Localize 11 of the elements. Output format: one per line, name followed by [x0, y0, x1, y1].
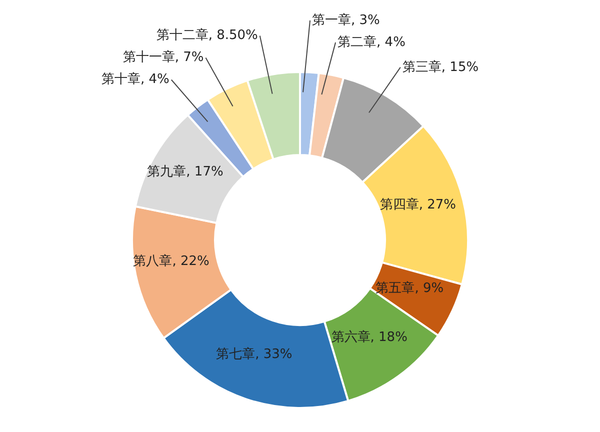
slice-label: 第四章, 27%	[380, 198, 456, 213]
slice-label: 第三章, 15%	[402, 60, 479, 75]
slice-label: 第九章, 17%	[147, 164, 224, 180]
slice-label: 第七章, 33%	[216, 347, 292, 362]
slice-label: 第五章, 9%	[376, 280, 444, 296]
slice-label: 第一章, 3%	[312, 12, 380, 28]
slice-label: 第十章, 4%	[101, 72, 170, 88]
slice-label: 第二章, 4%	[338, 34, 406, 50]
slice-label: 第六章, 18%	[331, 330, 408, 345]
slice-label: 第十二章, 8.50%	[156, 28, 258, 44]
slice-label: 第十一章, 7%	[122, 50, 204, 66]
